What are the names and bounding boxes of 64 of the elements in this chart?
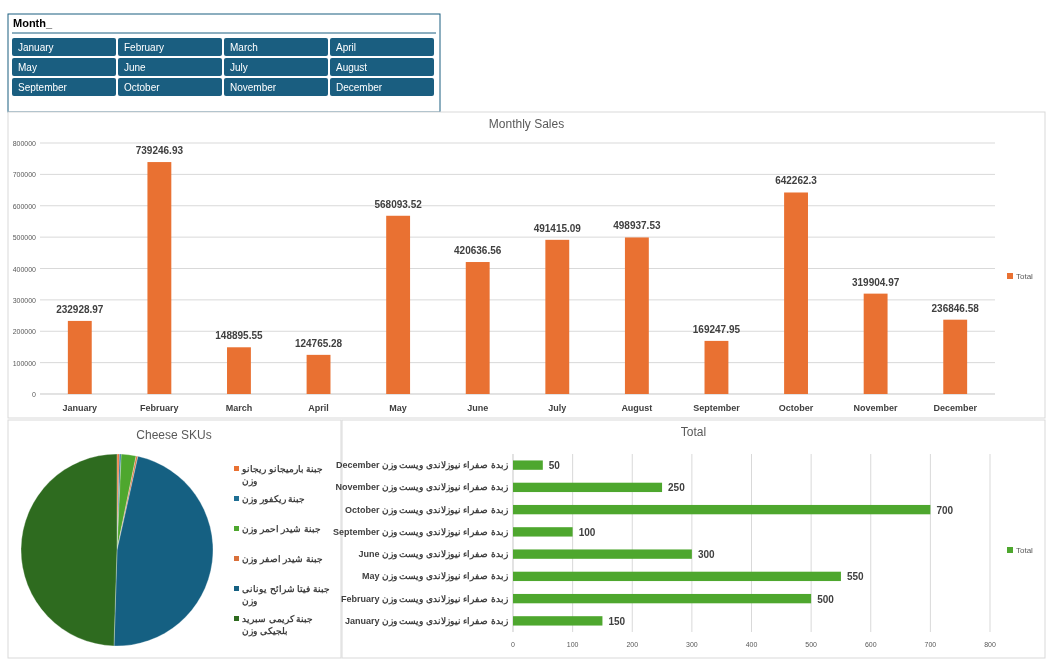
data-label: 50: [548, 460, 561, 472]
text: Cheese SKUs: [136, 428, 212, 442]
text: September: [18, 82, 68, 93]
data-label: 500: [817, 593, 835, 605]
data-label: 739246.93: [135, 145, 184, 157]
x-tick-label: September: [693, 403, 741, 413]
text: April: [336, 42, 357, 53]
x-tick-label: November: [853, 403, 899, 413]
text: December: [336, 82, 383, 93]
text: August: [336, 62, 368, 73]
text: October: [124, 82, 161, 93]
data-label: 491415.09: [533, 222, 582, 234]
x-tick-label: July: [548, 403, 567, 413]
data-label: 169247.95: [692, 323, 741, 335]
y-tick-label: May زبدة صفراء نيوزلاندى ويست وزن: [361, 571, 508, 583]
y-tick-label: January زبدة صفراء نيوزلاندى ويست وزن: [344, 615, 508, 627]
legend-label: جبنة شيدر اصفر وزن: [242, 554, 323, 565]
legend-label: جبنة كريمى سبريد بلجيكى وزن: [242, 614, 314, 637]
data-label: 250: [668, 482, 686, 494]
legend-label: جبنة شيدر احمر وزن: [242, 524, 321, 535]
text: November: [230, 82, 277, 93]
y-tick-label: June زبدة صفراء نيوزلاندى ويست وزن: [358, 549, 508, 561]
x-tick-label: October: [778, 403, 814, 413]
text: March: [230, 42, 258, 53]
data-label: 568093.52: [374, 198, 423, 210]
text: June: [124, 62, 147, 73]
y-tick-label: October زبدة صفراء نيوزلاندى ويست وزن: [344, 504, 508, 516]
y-tick-label: November زبدة صفراء نيوزلاندى ويست وزن: [335, 482, 508, 494]
legend-label: Total: [1016, 546, 1034, 555]
data-label: 124765.28: [294, 337, 343, 349]
legend-label: جبنة فيتا شرائح يونانى وزن: [242, 584, 330, 607]
y-tick-label: December زبدة صفراء نيوزلاندى ويست وزن: [335, 460, 508, 472]
legend-label: Total: [1016, 272, 1034, 281]
text: May: [18, 62, 37, 73]
data-label: 148895.55: [215, 330, 264, 342]
chart-title: Monthly Sales: [488, 117, 565, 131]
x-tick-label: February: [140, 403, 179, 413]
chart-title: Total: [680, 425, 707, 439]
data-label: 232928.97: [56, 303, 104, 315]
y-tick-label: September زبدة صفراء نيوزلاندى ويست وزن: [332, 526, 508, 538]
text: February: [124, 42, 165, 53]
data-label: 642262.3: [775, 175, 818, 187]
data-label: 700: [936, 504, 954, 516]
x-tick-label: March: [225, 403, 253, 413]
y-tick-label: February زبدة صفراء نيوزلاندى ويست وزن: [340, 593, 508, 605]
legend-label: جبنة ريكفور وزن: [242, 494, 306, 505]
x-tick-label: December: [933, 403, 978, 413]
x-tick-label: June: [467, 403, 489, 413]
text: Month_: [13, 17, 53, 29]
data-label: 236846.58: [931, 302, 980, 314]
text: January: [18, 42, 54, 53]
data-label: 498937.53: [613, 220, 661, 232]
x-tick-label: April: [308, 403, 329, 413]
data-label: 150: [608, 615, 626, 627]
data-label: 319904.97: [851, 276, 900, 288]
text: July: [230, 62, 248, 73]
x-tick-label: August: [621, 403, 653, 413]
legend-label: جبنة بارميجانو ريجانو وزن: [241, 464, 324, 487]
data-label: 420636.56: [454, 245, 502, 257]
data-label: 550: [846, 571, 865, 583]
data-label: 100: [578, 526, 596, 538]
data-label: 300: [697, 549, 715, 561]
x-tick-label: May: [389, 403, 407, 413]
x-tick-label: January: [62, 403, 98, 413]
